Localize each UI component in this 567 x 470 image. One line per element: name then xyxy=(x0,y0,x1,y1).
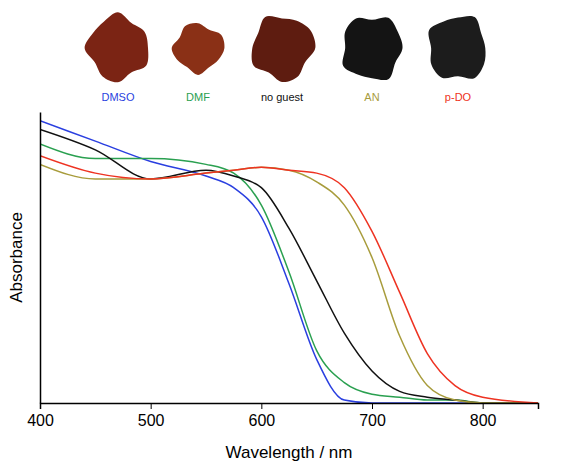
x-tick-mark xyxy=(151,403,152,409)
spectrum-line xyxy=(40,144,538,403)
legend-label: p-DO xyxy=(445,91,472,103)
spectrum-line xyxy=(40,129,538,403)
legend-label: DMF xyxy=(186,91,210,103)
x-tick-mark xyxy=(372,403,373,409)
x-tick: 700 xyxy=(359,403,386,429)
x-axis-line xyxy=(41,404,539,410)
spectrum-line xyxy=(40,156,538,403)
legend-label: no guest xyxy=(261,91,303,103)
sample-photo xyxy=(342,17,402,80)
y-axis-title: Absorbance xyxy=(7,212,26,303)
x-tick-mark xyxy=(40,403,41,409)
sample-photo xyxy=(428,16,485,79)
legend-label: DMSO xyxy=(102,91,135,103)
sample-photo xyxy=(252,16,316,82)
x-tick-label: 600 xyxy=(248,412,275,429)
plot-lines xyxy=(40,121,538,403)
sample-photo xyxy=(172,23,225,75)
spectrum-line xyxy=(40,164,538,403)
x-tick-mark xyxy=(483,403,484,409)
x-tick: 500 xyxy=(138,403,165,429)
y-axis-line xyxy=(40,113,42,404)
chart: DMSO DMF no guest AN p-DO 400 500 600 700 800 Wave… xyxy=(0,0,567,470)
x-tick: 600 xyxy=(248,403,275,429)
sample-photo xyxy=(85,12,149,82)
x-tick-label: 400 xyxy=(27,412,54,429)
x-tick-label: 500 xyxy=(138,412,165,429)
legend-label: AN xyxy=(364,91,379,103)
legend: DMSO DMF no guest AN p-DO xyxy=(85,12,486,103)
x-axis: 400 500 600 700 800 xyxy=(27,403,538,429)
x-tick-mark xyxy=(261,403,262,409)
y-axis xyxy=(40,113,41,404)
x-axis-title: Wavelength / nm xyxy=(226,443,353,462)
x-tick: 800 xyxy=(470,403,497,429)
x-tick-label: 800 xyxy=(470,412,497,429)
x-tick-label: 700 xyxy=(359,412,386,429)
x-tick: 400 xyxy=(27,403,54,429)
spectrum-line xyxy=(40,121,538,403)
